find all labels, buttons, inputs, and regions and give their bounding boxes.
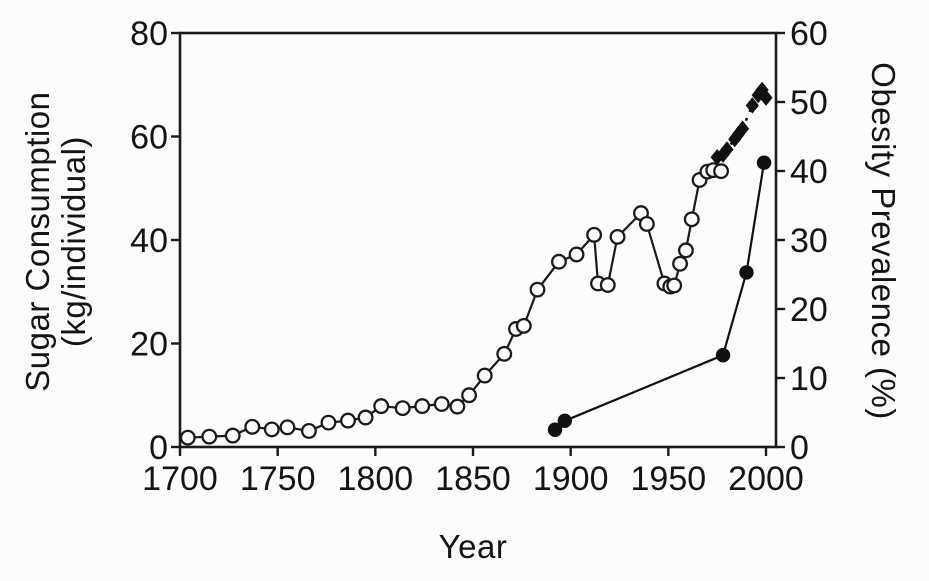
data-point-open-circle xyxy=(677,242,694,259)
left-axis-title-line1: Sugar Consumption xyxy=(18,91,56,392)
x-tick-label: 1850 xyxy=(435,460,511,498)
data-point-open-circle xyxy=(449,398,466,415)
obesity-prevalence-filled-circles-line xyxy=(554,162,766,431)
x-tick-label: 1800 xyxy=(338,460,414,498)
data-point-filled-circle xyxy=(547,422,563,437)
data-point-filled-diamond xyxy=(759,89,773,106)
left-tick-label: 20 xyxy=(130,326,168,364)
right-tick-label: 30 xyxy=(790,222,828,260)
data-point-open-circle xyxy=(496,345,513,362)
data-point-open-circle xyxy=(300,423,317,439)
right-tick-label: 40 xyxy=(790,153,828,191)
right-tick-label: 0 xyxy=(790,429,809,467)
data-point-open-circle xyxy=(713,163,730,180)
data-point-open-circle xyxy=(433,396,450,412)
right-tick-label: 60 xyxy=(790,15,828,53)
x-tick-label: 2000 xyxy=(728,460,804,498)
x-axis-title: Year xyxy=(438,528,508,565)
data-point-open-circle xyxy=(340,412,356,429)
data-point-open-circle xyxy=(201,428,218,445)
left-tick-label: 40 xyxy=(130,222,168,260)
data-point-open-circle xyxy=(683,211,700,228)
left-tick-label: 0 xyxy=(149,429,168,467)
right-tick-label: 20 xyxy=(790,291,828,329)
right-tick-label: 50 xyxy=(790,84,828,122)
data-point-filled-circle xyxy=(756,155,772,170)
data-point-open-circle xyxy=(476,367,493,384)
right-tick-label: 10 xyxy=(790,360,828,398)
data-point-open-circle xyxy=(320,414,337,431)
left-axis-title: Sugar Consumption (kg/individual) xyxy=(18,34,92,449)
data-point-filled-circle xyxy=(739,265,754,280)
data-point-open-circle xyxy=(244,418,261,435)
data-point-open-circle xyxy=(529,281,546,298)
data-point-open-circle xyxy=(461,387,478,404)
data-point-filled-diamond xyxy=(735,120,750,137)
data-point-open-circle xyxy=(568,246,585,263)
data-point-open-circle xyxy=(672,255,689,272)
data-point-filled-circle xyxy=(557,413,573,428)
data-point-filled-diamond xyxy=(728,130,742,148)
data-point-open-circle xyxy=(179,429,196,446)
data-point-open-circle xyxy=(586,226,603,243)
data-point-open-circle xyxy=(550,253,567,270)
right-axis-title: Obesity Prevalence (%) xyxy=(865,62,902,420)
data-point-open-circle xyxy=(414,398,431,415)
data-point-filled-circle xyxy=(715,348,731,363)
left-axis-title-line2: (kg/individual) xyxy=(54,136,92,348)
data-point-open-circle xyxy=(666,277,683,294)
data-point-open-circle xyxy=(394,400,411,417)
data-point-filled-diamond xyxy=(732,125,746,143)
x-tick-label: 1750 xyxy=(240,460,316,498)
data-point-open-circle xyxy=(224,427,241,444)
data-point-open-circle xyxy=(373,398,390,415)
data-point-open-circle xyxy=(357,409,374,426)
x-tick-label: 1900 xyxy=(533,460,609,498)
left-tick-label: 60 xyxy=(130,119,168,157)
data-point-open-circle xyxy=(515,317,532,334)
data-point-open-circle xyxy=(609,228,626,245)
x-tick-label: 1950 xyxy=(631,460,707,498)
left-tick-label: 80 xyxy=(130,15,168,53)
data-point-open-circle xyxy=(263,421,280,438)
data-point-filled-diamond xyxy=(755,81,769,99)
x-tick-label: 1700 xyxy=(142,460,218,498)
data-point-filled-diamond xyxy=(745,97,759,114)
data-point-open-circle xyxy=(638,216,655,232)
data-point-filled-diamond xyxy=(720,141,734,158)
data-point-filled-diamond xyxy=(751,86,765,104)
data-point-open-circle xyxy=(599,277,616,293)
data-point-open-circle xyxy=(279,419,296,436)
